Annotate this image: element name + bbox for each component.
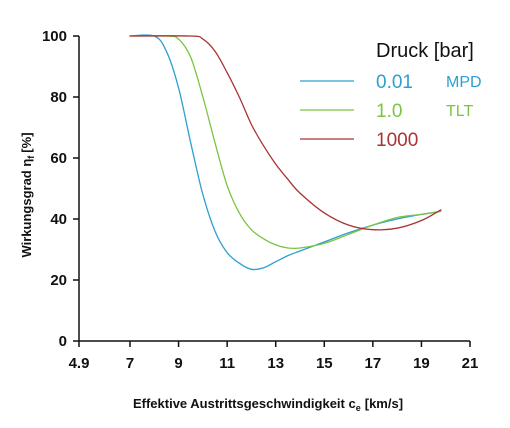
series-group bbox=[129, 34, 442, 271]
series-line-3 bbox=[129, 35, 442, 231]
x-tick-label: 4.9 bbox=[69, 355, 90, 372]
series-line-1 bbox=[129, 34, 442, 271]
y-axis-title: Wirkungsgrad ηf [%] bbox=[19, 132, 36, 257]
x-tick-label: 15 bbox=[316, 355, 333, 372]
legend-label-2: 1.0 bbox=[376, 101, 402, 122]
x-tick-label: 21 bbox=[462, 355, 479, 372]
y-tick-label: 40 bbox=[50, 211, 67, 228]
axes bbox=[78, 36, 470, 342]
y-tick-group: 0 20 40 60 80 100 bbox=[42, 28, 79, 350]
x-axis-title: Effektive Austrittsgeschwindigkeit ce [km… bbox=[133, 396, 403, 413]
legend-entries: 0.01 MPD 1.0 TLT 1000 bbox=[300, 72, 482, 151]
x-tick-group: 4.9 7 9 11 13 15 17 19 21 bbox=[69, 341, 479, 372]
legend-label-3: 1000 bbox=[376, 130, 418, 151]
x-axis-title-unit: [km/s] bbox=[365, 396, 403, 411]
x-axis-title-text: Effektive Austrittsgeschwindigkeit c bbox=[133, 396, 356, 411]
x-axis-title-subscript: e bbox=[356, 403, 361, 413]
legend-label-1: 0.01 bbox=[376, 72, 413, 93]
y-tick-label: 80 bbox=[50, 89, 67, 106]
legend: Druck [bar] 0.01 MPD 1.0 TLT 1000 bbox=[300, 40, 482, 151]
x-tick-label: 13 bbox=[267, 355, 284, 372]
y-axis-title-subscript: f bbox=[26, 155, 36, 159]
legend-title: Druck [bar] bbox=[376, 40, 474, 62]
y-axis-title-unit: [%] bbox=[19, 132, 34, 152]
y-axis-title-text: Wirkungsgrad η bbox=[19, 159, 34, 258]
x-tick-label: 7 bbox=[126, 355, 134, 372]
legend-annotation-1: MPD bbox=[446, 74, 482, 91]
legend-annotation-2: TLT bbox=[446, 103, 473, 120]
y-tick-label: 0 bbox=[59, 333, 67, 350]
x-tick-label: 17 bbox=[365, 355, 382, 372]
y-tick-label: 60 bbox=[50, 150, 67, 167]
x-tick-label: 9 bbox=[174, 355, 182, 372]
series-line-2 bbox=[129, 35, 442, 250]
y-tick-label: 20 bbox=[50, 272, 67, 289]
x-tick-label: 19 bbox=[413, 355, 430, 372]
x-tick-label: 11 bbox=[219, 355, 235, 372]
y-tick-label: 100 bbox=[42, 28, 67, 45]
